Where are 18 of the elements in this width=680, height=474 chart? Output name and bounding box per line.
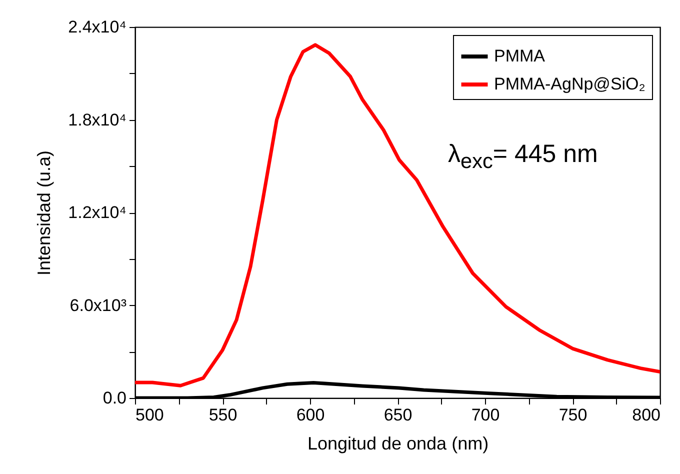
annotation: λ$_{exc}$= 445 nm xyxy=(448,140,598,174)
y-tick-label: 6.0x10³ xyxy=(70,296,127,315)
x-tick-label: 600 xyxy=(296,406,325,424)
y-tick-label: 2.4x10⁴ xyxy=(68,18,126,36)
y-tick-label: 0.0 xyxy=(102,388,126,408)
x-tick-label: 550 xyxy=(208,406,238,424)
legend-label: PMMA xyxy=(494,46,546,66)
x-tick-label: 500 xyxy=(136,406,164,424)
line-series xyxy=(135,43,660,388)
y-axis-title: Intensidad (u.a) xyxy=(34,150,54,276)
x-tick-label: 750 xyxy=(558,406,588,424)
x-tick-label: 650 xyxy=(384,406,412,424)
x-tick-label: 700 xyxy=(471,406,500,424)
legend-label: PMMA-AgNp@SiO₂ xyxy=(494,74,646,94)
y-tick-label: 1.8x10⁴ xyxy=(68,110,126,130)
x-tick-label: 800 xyxy=(632,406,660,424)
x-axis-title: Longitud de onda (nm) xyxy=(307,434,489,454)
y-tick-label: 1.2x10⁴ xyxy=(68,203,126,222)
